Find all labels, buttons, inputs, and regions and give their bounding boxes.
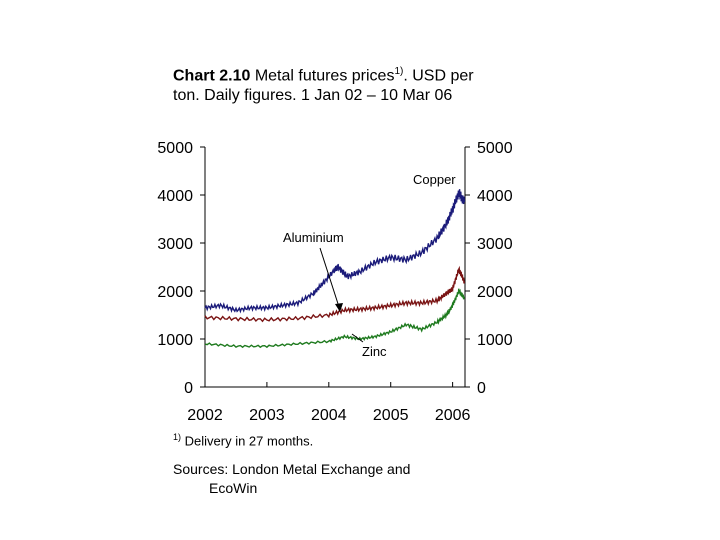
sources-line-2: EcoWin xyxy=(209,480,258,496)
y-tick-label-left: 4000 xyxy=(157,188,193,205)
sources-line-1: Sources: London Metal Exchange and xyxy=(173,461,411,477)
y-tick-label-right: 4000 xyxy=(477,188,513,205)
y-tick-label-left: 0 xyxy=(184,380,193,397)
zinc-pointer xyxy=(351,333,364,343)
y-tick-label-left: 5000 xyxy=(157,140,193,157)
y-tick-label-right: 2000 xyxy=(477,284,513,301)
chart-labels: Copper Aluminium Zinc xyxy=(283,172,456,359)
aluminium-pointer xyxy=(319,247,341,311)
chart-axes: 0 0 1000 1000 2000 2000 3000 3000 4000 4000 5000 50… xyxy=(157,140,512,424)
sources-note: Sources: London Metal Exchange and EcoWi… xyxy=(173,460,410,498)
chart-title-superscript: 1) xyxy=(394,66,404,77)
x-tick-label: 2002 xyxy=(187,407,223,424)
aluminium-pointer-arrowhead xyxy=(335,303,343,312)
y-tick-label-right: 0 xyxy=(477,380,486,397)
y-tick-label-right: 5000 xyxy=(477,140,513,157)
x-tick-label: 2005 xyxy=(373,407,409,424)
footnote-marker: 1) xyxy=(173,432,182,442)
label-copper: Copper xyxy=(413,172,456,187)
y-tick-label-right: 3000 xyxy=(477,236,513,253)
footnote-text: Delivery in 27 months. xyxy=(184,433,314,449)
chart-title: Chart 2.10 Metal futures prices1). USD p… xyxy=(173,62,503,106)
series-line-aluminium xyxy=(204,265,466,323)
chart-number: Chart 2.10 xyxy=(173,67,251,85)
y-tick-label-left: 3000 xyxy=(157,236,193,253)
chart-series xyxy=(204,189,466,349)
footnote: 1) Delivery in 27 months. xyxy=(173,432,313,448)
x-tick-label: 2006 xyxy=(435,407,471,424)
label-aluminium: Aluminium xyxy=(283,230,344,245)
label-zinc: Zinc xyxy=(362,344,387,359)
chart-title-rest: . USD per ton. Daily figures. 1 Jan 02 –… xyxy=(173,67,474,105)
y-tick-label-right: 1000 xyxy=(477,332,513,349)
x-tick-label: 2003 xyxy=(249,407,285,424)
y-tick-label-left: 1000 xyxy=(157,332,193,349)
series-line-copper xyxy=(204,189,466,314)
series-line-zinc xyxy=(204,288,466,349)
x-tick-label: 2004 xyxy=(311,407,347,424)
chart-title-main: Metal futures prices xyxy=(254,67,395,85)
y-tick-label-left: 2000 xyxy=(157,284,193,301)
